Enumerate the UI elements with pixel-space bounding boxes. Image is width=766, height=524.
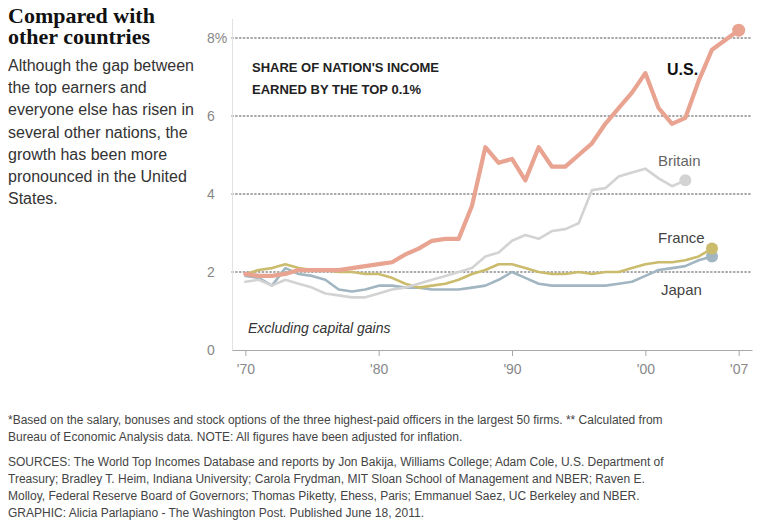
- series-label: Britain: [658, 152, 701, 169]
- series-label: U.S.: [667, 61, 698, 78]
- footnote: *Based on the salary, bonuses and stock …: [8, 413, 663, 427]
- annotation: SHARE OF NATION'S INCOME: [252, 60, 439, 75]
- annotation: EARNED BY THE TOP 0.1%: [252, 82, 421, 97]
- chart-container: Compared withother countries Although the…: [0, 0, 766, 524]
- y-axis: 0 2 4 6 8%: [207, 19, 233, 358]
- x-tick-label: '70: [237, 361, 255, 377]
- footnote: GRAPHIC: Alicia Parlapiano - The Washing…: [8, 506, 424, 520]
- x-tick-mark: [379, 350, 380, 356]
- description-line: States.: [8, 190, 58, 207]
- x-tick: '07: [730, 350, 748, 377]
- series-label: France: [658, 229, 705, 246]
- x-tick-mark: [245, 350, 246, 356]
- y-tick-label: 8%: [207, 30, 227, 46]
- grid-line: [232, 37, 752, 39]
- footnote: SOURCES: The World Top Incomes Database …: [8, 455, 664, 469]
- series-line: [245, 169, 685, 298]
- series-end-dot: [732, 24, 745, 37]
- x-tick-mark: [645, 350, 646, 356]
- footnote: Molloy, Federal Reserve Board of Governo…: [8, 489, 640, 503]
- y-axis-line: [232, 19, 233, 351]
- description-line: the top earners and: [8, 79, 147, 96]
- x-tick: '90: [503, 350, 521, 377]
- footnote: Bureau of Economic Analysis data. NOTE: …: [8, 430, 462, 444]
- x-tick: '00: [637, 350, 655, 377]
- description-line: pronounced in the United: [8, 168, 187, 185]
- x-tick-label: '90: [503, 361, 521, 377]
- description-line: growth has been more: [8, 146, 167, 163]
- series-end-dot: [679, 174, 691, 186]
- annotation: Excluding capital gains: [248, 320, 390, 336]
- x-tick-mark: [739, 350, 740, 356]
- y-tick: 8%: [207, 30, 232, 46]
- series-line: [245, 30, 738, 276]
- y-tick: 4: [207, 186, 232, 202]
- x-tick-label: '80: [370, 361, 388, 377]
- grid-line: [232, 115, 752, 117]
- series-label: Japan: [661, 281, 702, 298]
- y-tick: 2: [207, 264, 232, 280]
- y-tick-label: 4: [207, 186, 215, 202]
- grid-line: [232, 193, 752, 195]
- y-tick-label: 2: [207, 264, 215, 280]
- series-end-dot: [706, 243, 718, 255]
- description-line: Although the gap between: [8, 57, 194, 74]
- x-axis-line: [233, 350, 753, 351]
- title: Compared withother countries: [8, 3, 155, 49]
- y-tick: 0: [207, 342, 232, 358]
- y-tick: 6: [207, 108, 232, 124]
- x-tick: '70: [237, 350, 255, 377]
- description-line: several other nations, the: [8, 124, 188, 141]
- chart-svg: Compared withother countries Although the…: [0, 0, 766, 524]
- description-line: everyone else has risen in: [8, 101, 194, 118]
- y-tick-label: 6: [207, 108, 215, 124]
- plot-area: [245, 24, 745, 298]
- footnote: Treasury; Bradley T. Heim, Indiana Unive…: [8, 472, 645, 486]
- y-tick-label: 0: [207, 342, 215, 358]
- x-tick: '80: [370, 350, 388, 377]
- x-axis: '70 '80 '90 '00 '07: [233, 350, 753, 377]
- x-tick-label: '07: [730, 361, 748, 377]
- x-tick-label: '00: [637, 361, 655, 377]
- title-line: other countries: [8, 24, 150, 49]
- x-tick-mark: [512, 350, 513, 356]
